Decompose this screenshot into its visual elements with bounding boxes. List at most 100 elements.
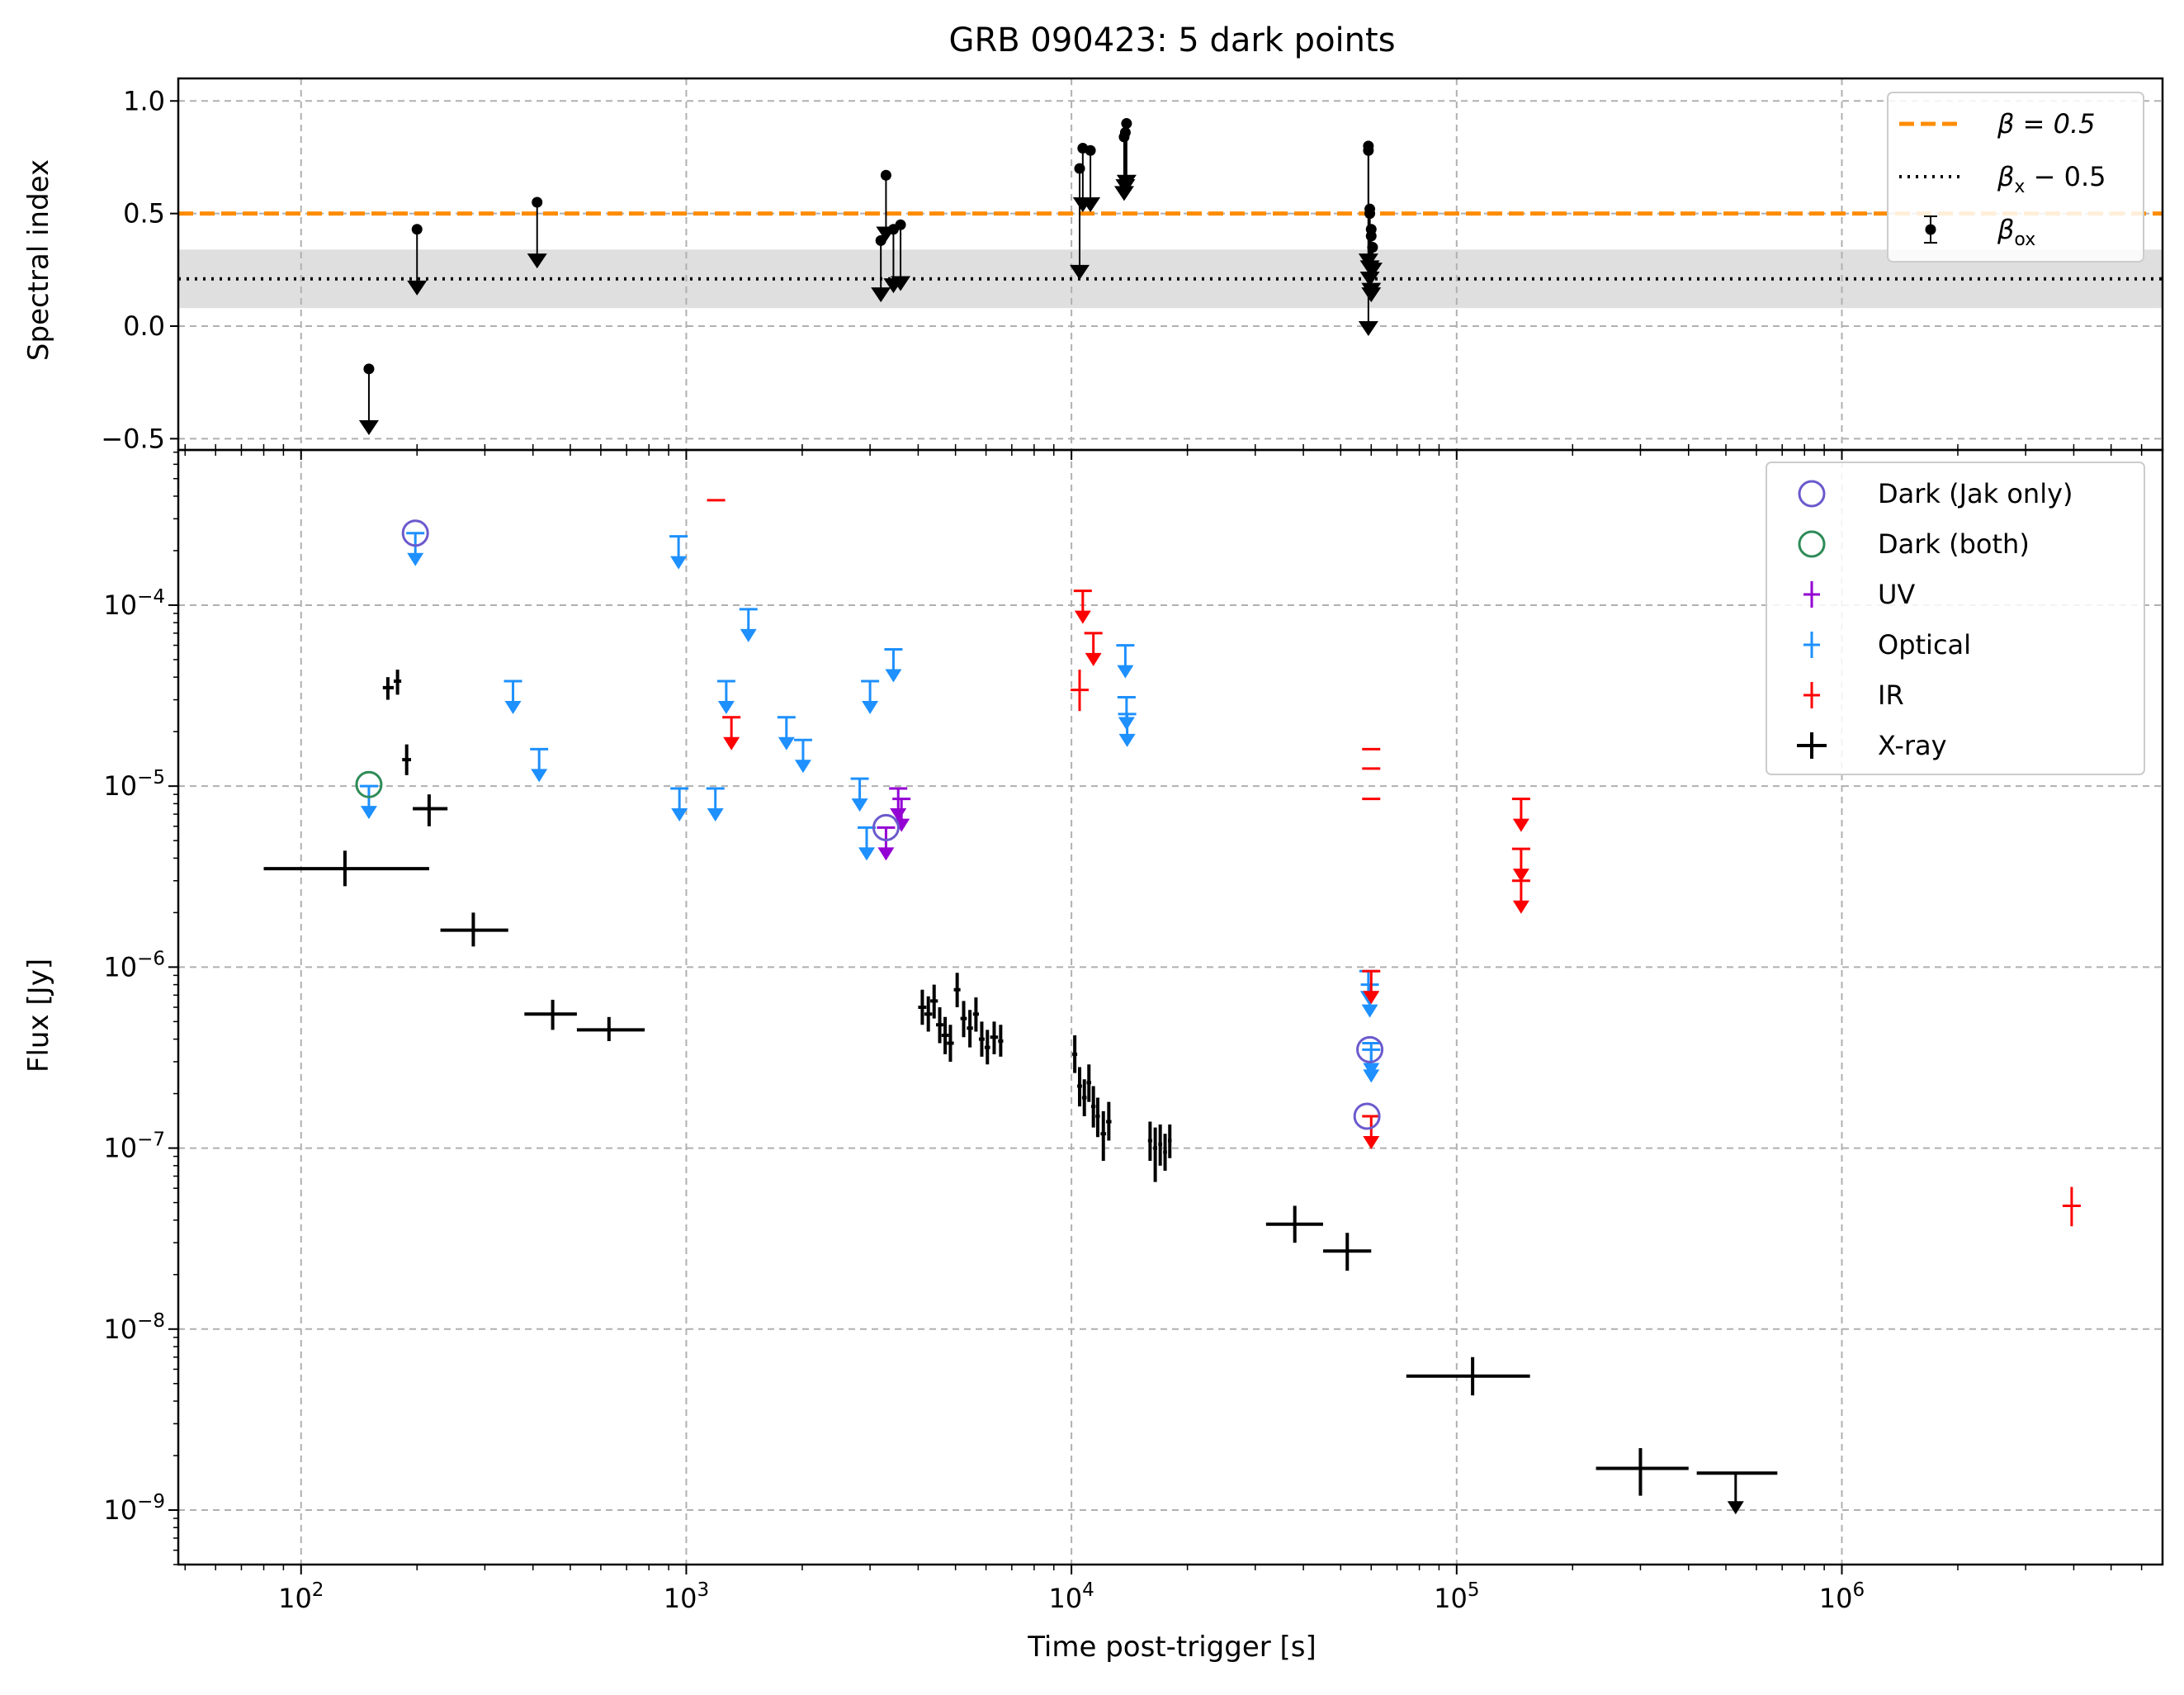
legend-beta_ox-subscript: ox [2014, 230, 2035, 250]
x-tick-label-exponent: 5 [1468, 1579, 1480, 1601]
x-tick-label: 106 [1819, 1579, 1865, 1614]
x-tick-label: 103 [664, 1579, 709, 1614]
bottom-y-tick-label-exponent: −5 [137, 767, 165, 788]
x-tick-label-exponent: 2 [312, 1579, 324, 1601]
beta-ox-point [895, 219, 906, 230]
x-tick-label-base: 10 [1048, 1583, 1082, 1614]
x-tick-label-base: 10 [278, 1583, 312, 1614]
optical-limit-arrow-head [1118, 733, 1136, 747]
legend-dark_both-label: Dark (both) [1878, 528, 2030, 560]
bottom-y-tick-label: 10−6 [103, 948, 165, 982]
bottom-y-tick-label: 10−8 [103, 1310, 165, 1345]
ir-limit-arrow-head [1512, 818, 1529, 832]
beta-ox-arrow [1362, 263, 1383, 278]
beta-ox-point [363, 363, 375, 375]
optical-limit-arrow-head [740, 628, 757, 642]
optical-limit-arrow-head [851, 798, 868, 812]
x-tick-label-exponent: 4 [1082, 1579, 1094, 1601]
beta-ox-arrow [891, 276, 911, 291]
bottom-y-tick-label-base: 10 [103, 1133, 137, 1164]
legend-beta_x-subscript: x [2014, 177, 2025, 197]
legend-optical-label: Optical [1878, 629, 1971, 660]
beta-ox-arrow [1359, 272, 1380, 286]
beta-ox-point [875, 234, 886, 246]
optical-limit-arrow-head [1117, 665, 1134, 679]
legend-xray-label: X-ray [1878, 730, 1947, 761]
optical-limit-arrow-head [717, 701, 735, 715]
bottom-y-tick-label-exponent: −7 [137, 1129, 165, 1151]
x-tick-label-exponent: 3 [697, 1579, 709, 1601]
x-tick-label-exponent: 6 [1853, 1579, 1865, 1601]
xray-upper-head [1727, 1501, 1744, 1515]
beta-ox-arrow [1070, 264, 1090, 280]
bottom-y-tick-label: 10−7 [103, 1129, 165, 1164]
optical-limit-arrow-head [794, 760, 811, 774]
bottom-y-tick-label-exponent: −8 [137, 1310, 165, 1332]
bottom-y-tick-label-base: 10 [103, 1494, 137, 1526]
x-tick-label: 105 [1434, 1579, 1479, 1614]
legend-dark_both-swatch [1798, 530, 1826, 558]
bottom-y-tick-label: 10−9 [103, 1491, 165, 1526]
optical-limit-arrow-head [1361, 1004, 1378, 1018]
bottom-y-tick-label-base: 10 [103, 770, 137, 802]
chart-title: GRB 090423: 5 dark points [948, 21, 1395, 59]
uv-limit-arrow-head [877, 847, 895, 861]
top-y-tick-label: 0.0 [123, 310, 165, 342]
optical-limit-arrow-head [407, 552, 424, 566]
ir-limit-arrow-head [1085, 652, 1102, 666]
bottom-y-tick-label-exponent: −4 [137, 586, 165, 608]
beta-ox-point [411, 224, 423, 235]
dark-jak-marker [1356, 1035, 1384, 1063]
bottom-y-tick-label-base: 10 [103, 1314, 137, 1345]
beta-ox-arrow [1358, 321, 1378, 336]
beta-ox-point [1364, 208, 1376, 220]
ir-limit-arrow-head [1363, 1135, 1380, 1149]
top-y-axis-label: Spectral index [22, 159, 55, 361]
x-axis-label: Time post-trigger [s] [1027, 1631, 1317, 1664]
beta-ox-point [1119, 126, 1131, 138]
bottom-y-tick-label: 10−5 [103, 767, 165, 802]
ir-limit-arrow-head [1363, 991, 1380, 1005]
beta-ox-arrow [407, 280, 428, 296]
beta-ox-point [880, 169, 891, 181]
bottom-y-tick-label-base: 10 [103, 951, 137, 982]
beta-ox-point [1121, 118, 1132, 130]
beta-ox-arrow [871, 287, 891, 303]
ir-limit-arrow-head [1512, 869, 1529, 883]
optical-limit-arrow-head [671, 808, 688, 822]
beta-ox-arrow [358, 420, 379, 435]
legend-beta-ox-point [1925, 224, 1936, 235]
x-tick-label-base: 10 [664, 1583, 697, 1614]
top-y-tick-label: 0.5 [123, 198, 165, 230]
x-tick-label: 102 [278, 1579, 324, 1614]
legend-dark_jak-swatch [1798, 480, 1826, 508]
bottom-legend [1766, 462, 2145, 775]
beta-ox-arrow [1080, 197, 1101, 212]
legend-beta-text: β = 0.5 [1997, 108, 2095, 140]
top-y-tick-label: 1.0 [123, 85, 165, 116]
legend-beta_x-label: βx − 0.5 [1997, 161, 2106, 197]
beta-ox-arrow [527, 253, 547, 269]
bottom-panel-frame [177, 448, 2164, 1566]
dark-jak-marker [401, 519, 429, 547]
beta-ox-point [1085, 144, 1096, 156]
ir-limit-arrow-head [723, 736, 740, 750]
beta-ox-arrow [1113, 186, 1134, 201]
optical-limit-arrow-head [360, 806, 377, 820]
x-tick-label-base: 10 [1819, 1583, 1853, 1614]
optical-limit-arrow-head [670, 556, 688, 570]
optical-limit-arrow-head [531, 769, 548, 783]
x-tick-label-base: 10 [1434, 1583, 1468, 1614]
bottom-y-axis-label: Flux [Jy] [22, 959, 55, 1072]
x-tick-label: 104 [1048, 1579, 1094, 1614]
legend-uv-label: UV [1878, 579, 1915, 610]
ir-limit-arrow-head [1074, 610, 1091, 624]
bottom-y-tick-label-exponent: −9 [137, 1491, 165, 1513]
optical-limit-arrow-head [504, 701, 522, 715]
beta-ox-arrow [1361, 287, 1382, 303]
top-y-tick-label: −0.5 [101, 423, 165, 454]
optical-limit-arrow-head [1363, 1069, 1380, 1083]
